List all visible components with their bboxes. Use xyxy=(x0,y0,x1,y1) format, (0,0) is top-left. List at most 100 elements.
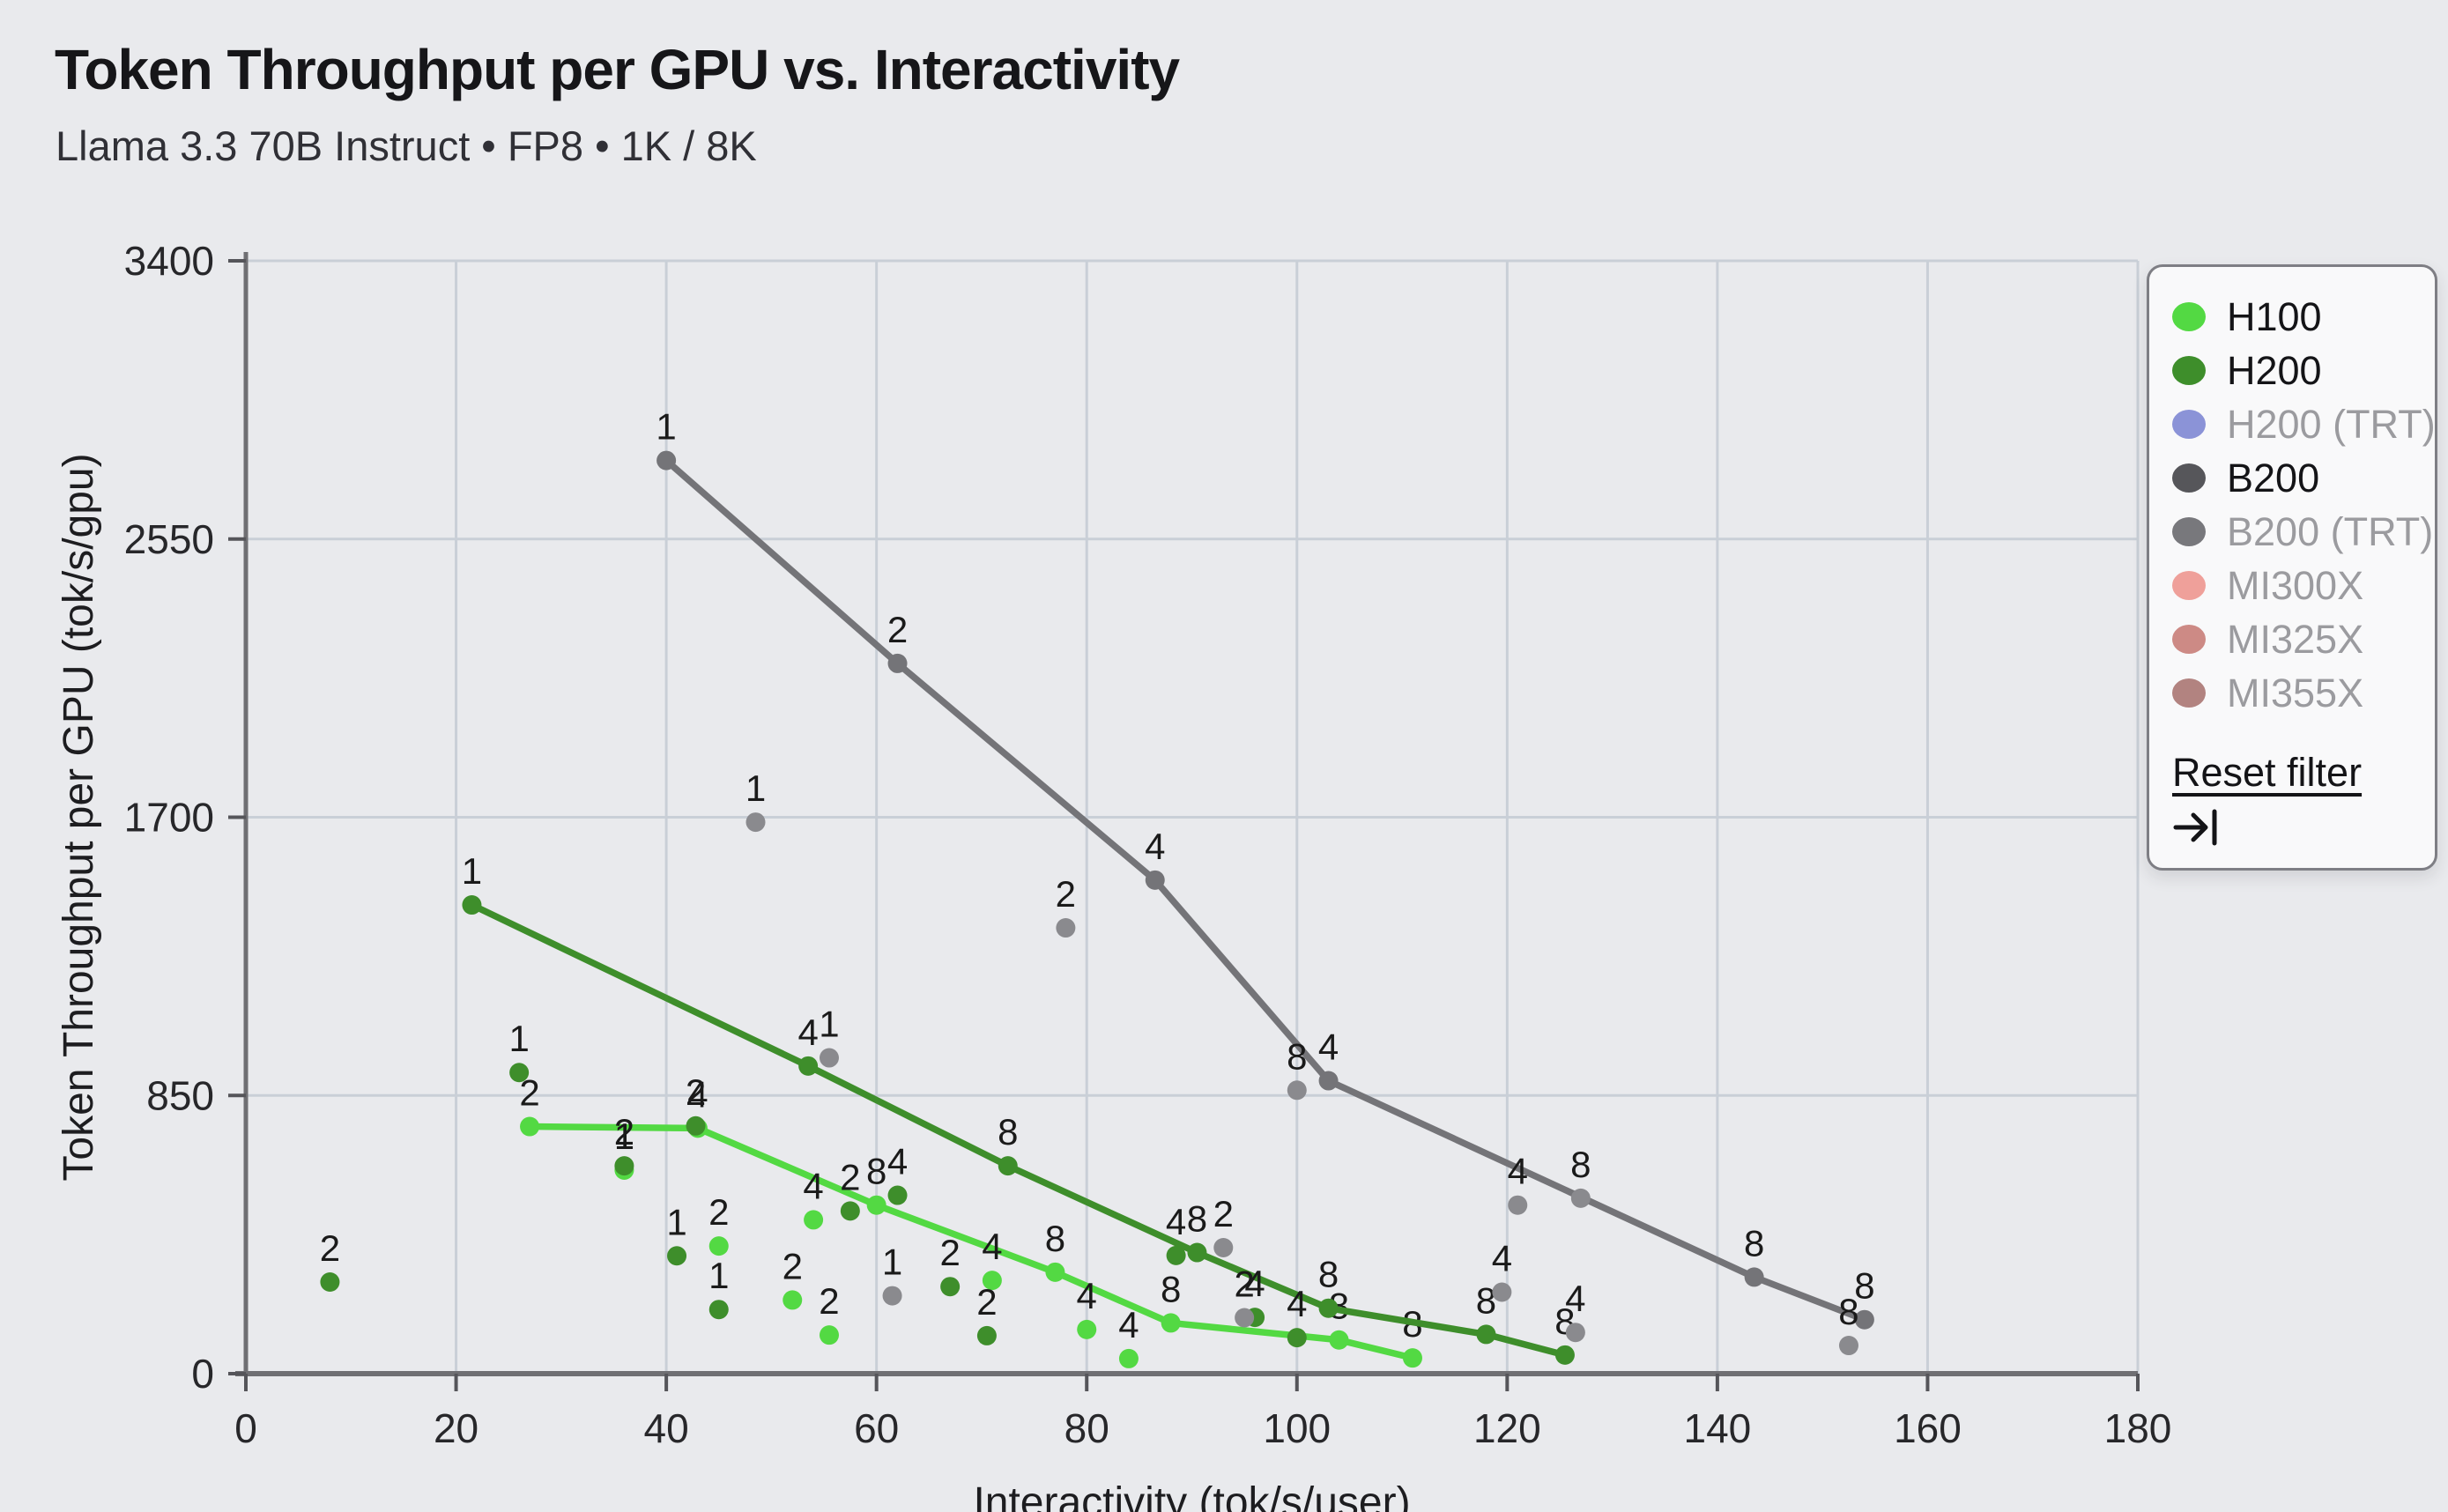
legend-item-label: H200 (TRT) xyxy=(2227,401,2436,447)
b200-scatter-point[interactable] xyxy=(1508,1195,1528,1215)
h200-line-point[interactable] xyxy=(1476,1324,1496,1345)
h200-line-point[interactable] xyxy=(1554,1345,1575,1365)
h200-trt-swatch-icon xyxy=(2172,410,2206,439)
h200-scatter-point[interactable] xyxy=(1287,1328,1307,1348)
h100-scatter-point[interactable] xyxy=(783,1290,803,1310)
h100-scatter-point[interactable] xyxy=(708,1236,729,1256)
h200-scatter-point[interactable] xyxy=(940,1277,961,1297)
b200-point-label: 8 xyxy=(1744,1222,1764,1264)
y-axis-title: Token Throughput per GPU (tok/s/gpu) xyxy=(56,453,102,1181)
h200-scatter-point[interactable] xyxy=(320,1271,340,1292)
b200-scatter-point[interactable] xyxy=(1213,1237,1234,1257)
b200-scatter-point[interactable] xyxy=(1492,1282,1512,1302)
y-tick-label: 850 xyxy=(146,1072,214,1118)
x-tick-label: 60 xyxy=(854,1405,899,1451)
b200-scatter-point[interactable] xyxy=(1565,1323,1585,1343)
legend-item-h100[interactable]: H100 xyxy=(2172,290,2412,344)
h200-point-label: 4 xyxy=(797,1012,818,1053)
b200-scatter-point[interactable] xyxy=(1838,1336,1858,1356)
b200-line-point[interactable] xyxy=(1854,1309,1874,1330)
b200-scatter-point[interactable] xyxy=(746,812,766,833)
collapse-legend-icon[interactable] xyxy=(2172,806,2223,849)
h100-line-point[interactable] xyxy=(1045,1262,1065,1282)
h100-line-point[interactable] xyxy=(866,1195,886,1215)
h100-point-label: 2 xyxy=(819,1280,839,1322)
b200-line-point[interactable] xyxy=(1744,1267,1764,1287)
h200-point-label: 4 xyxy=(1166,1201,1186,1242)
legend-item-mi325x[interactable]: MI325X xyxy=(2172,612,2412,666)
h200-line-point[interactable] xyxy=(462,895,482,915)
b200-point-label: 4 xyxy=(1145,826,1165,867)
b200-scatter-point[interactable] xyxy=(1235,1308,1255,1328)
y-tick-label: 2550 xyxy=(124,516,214,562)
h200-point-label: 8 xyxy=(998,1111,1018,1153)
h200-scatter-point[interactable] xyxy=(667,1246,687,1266)
h100-point-label: 8 xyxy=(1161,1268,1181,1309)
reset-filter-link[interactable]: Reset filter xyxy=(2172,750,2363,795)
legend-item-mi300x[interactable]: MI300X xyxy=(2172,559,2412,612)
b200-point-label: 2 xyxy=(887,609,908,650)
h100-line-point[interactable] xyxy=(1161,1313,1181,1333)
legend-item-h200-trt[interactable]: H200 (TRT) xyxy=(2172,397,2436,451)
h100-line-point[interactable] xyxy=(520,1116,540,1137)
h100-scatter-point[interactable] xyxy=(982,1271,1002,1291)
legend-panel: H100 H200 H200 (TRT) B200 B200 (TRT) MI300X MI… xyxy=(2147,264,2437,871)
h100-point-label: 2 xyxy=(708,1191,729,1233)
h200-line-point[interactable] xyxy=(1318,1298,1339,1318)
h100-scatter-point[interactable] xyxy=(804,1210,824,1230)
legend-item-label: MI300X xyxy=(2227,562,2364,608)
b200-point-label: 1 xyxy=(882,1241,902,1283)
h100-point-label: 4 xyxy=(1118,1304,1139,1345)
legend-item-b200[interactable]: B200 xyxy=(2172,451,2412,505)
h200-line-point[interactable] xyxy=(798,1056,819,1076)
b200-line-point[interactable] xyxy=(1145,870,1165,890)
h200-scatter-point[interactable] xyxy=(614,1156,634,1176)
h200-line-point[interactable] xyxy=(1187,1242,1207,1263)
b200-point-label: 1 xyxy=(656,406,676,448)
h200-point-label: 2 xyxy=(614,1111,634,1153)
b200-pareto-line xyxy=(663,456,1868,1323)
b200-point-label: 4 xyxy=(1492,1238,1512,1279)
y-tick-label: 1700 xyxy=(124,795,214,841)
h200-scatter-point[interactable] xyxy=(1166,1245,1186,1265)
legend-item-mi355x[interactable]: MI355X xyxy=(2172,666,2412,720)
b200-scatter-point[interactable] xyxy=(819,1048,839,1068)
b200-swatch-icon xyxy=(2172,463,2206,493)
b200-line-point[interactable] xyxy=(887,653,908,673)
h200-scatter-point[interactable] xyxy=(708,1300,729,1320)
h200-scatter-point[interactable] xyxy=(840,1201,860,1221)
b200-scatter-point[interactable] xyxy=(882,1286,902,1306)
h100-line-point[interactable] xyxy=(1402,1348,1422,1368)
b200-scatter-point[interactable] xyxy=(1056,918,1076,938)
b200-scatter-point[interactable] xyxy=(1287,1080,1307,1101)
h200-point-label: 4 xyxy=(1287,1283,1307,1324)
b200-point-label: 8 xyxy=(1570,1144,1591,1185)
h200-point-label: 8 xyxy=(1318,1254,1339,1295)
h100-scatter-point[interactable] xyxy=(1077,1319,1097,1339)
h100-point-label: 1 xyxy=(614,1115,634,1157)
x-tick-label: 120 xyxy=(1473,1405,1541,1451)
h200-scatter-point[interactable] xyxy=(686,1115,706,1136)
h200-scatter-point[interactable] xyxy=(976,1325,997,1345)
legend-item-label: H200 xyxy=(2227,347,2322,393)
x-tick-label: 180 xyxy=(2104,1405,2172,1451)
b200-line-point[interactable] xyxy=(657,450,677,471)
h200-scatter-point[interactable] xyxy=(509,1063,530,1083)
h100-line-point[interactable] xyxy=(1329,1330,1349,1350)
legend-item-label: B200 (TRT) xyxy=(2227,508,2434,554)
mi300x-swatch-icon xyxy=(2172,571,2206,600)
b200-line-point[interactable] xyxy=(1318,1071,1339,1091)
h200-swatch-icon xyxy=(2172,356,2206,385)
h100-scatter-point[interactable] xyxy=(819,1325,839,1345)
page-title: Token Throughput per GPU vs. Interactivi… xyxy=(55,38,1180,101)
h100-scatter-point[interactable] xyxy=(1118,1348,1139,1368)
legend-item-h200[interactable]: H200 xyxy=(2172,344,2412,397)
page-subtitle: Llama 3.3 70B Instruct • FP8 • 1K / 8K xyxy=(56,122,757,169)
h200-line-point[interactable] xyxy=(998,1156,1018,1176)
legend-item-label: B200 xyxy=(2227,455,2320,500)
legend-item-b200-trt[interactable]: B200 (TRT) xyxy=(2172,505,2433,559)
h100-point-label: 8 xyxy=(1329,1286,1349,1327)
h200-scatter-point[interactable] xyxy=(887,1185,908,1205)
b200-scatter-point[interactable] xyxy=(1570,1188,1591,1208)
